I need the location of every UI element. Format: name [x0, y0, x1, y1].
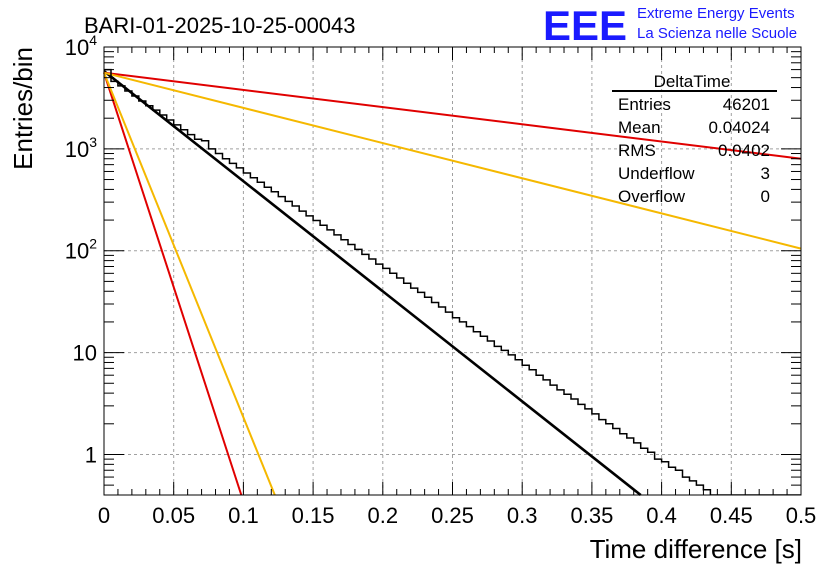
y-tick-base: 10 [65, 239, 89, 264]
y-tick-label: 103 [65, 134, 97, 162]
y-tick-exponent: 4 [89, 32, 97, 48]
stats-label: RMS [618, 141, 656, 160]
stats-title: DeltaTime [654, 72, 731, 91]
curve-orange-slow [103, 71, 802, 250]
x-tick-label: 0 [98, 503, 110, 528]
stats-rows: Entries 46201 Mean 0.04024 RMS 0.0402 Underflo… [618, 95, 770, 206]
eee-logo: EEE [543, 2, 627, 49]
logo-subtitle-1: Extreme Energy Events [637, 5, 795, 22]
x-tick-label: 0.05 [152, 503, 195, 528]
y-axis-label: Entries/bin [8, 47, 38, 170]
x-tick-label: 0.45 [710, 503, 753, 528]
x-tick-label: 0.2 [368, 503, 399, 528]
logo-subtitle-2: La Scienza nelle Scuole [637, 25, 797, 42]
y-tick-label: 102 [65, 236, 97, 264]
x-tick-label: 0.1 [228, 503, 259, 528]
y-tick-exponent: 3 [89, 134, 97, 150]
x-tick-labels: 0 0.05 0.1 0.15 0.2 0.25 0.3 0.35 0.4 0.45 0.5 [98, 503, 816, 528]
curve-red-slow [103, 71, 802, 160]
stats-value: 0 [761, 187, 770, 206]
x-axis-label: Time difference [s] [590, 534, 802, 564]
x-tick-label: 0.5 [786, 503, 817, 528]
grid-lines [104, 47, 801, 495]
y-tick-label: 10 [73, 341, 97, 366]
curve-red-fast [103, 72, 243, 496]
stats-box: DeltaTime Entries 46201 Mean 0.04024 RMS 0.04… [612, 72, 777, 206]
stats-value: 46201 [723, 95, 770, 114]
y-tick-label: 1 [85, 442, 97, 467]
histogram-outline [104, 68, 801, 495]
model-curves [103, 70, 802, 497]
x-tick-label: 0.35 [570, 503, 613, 528]
stats-value: 0.0402 [718, 141, 770, 160]
stats-value: 0.04024 [709, 118, 770, 137]
x-tick-label: 0.15 [292, 503, 335, 528]
y-tick-label: 104 [65, 32, 97, 60]
x-tick-label: 0.25 [431, 503, 474, 528]
axis-ticks [103, 46, 802, 495]
y-tick-base: 10 [65, 137, 89, 162]
stats-label: Entries [618, 95, 671, 114]
x-tick-label: 0.4 [646, 503, 677, 528]
y-tick-exponent: 2 [89, 236, 97, 252]
curve-orange-fast [103, 72, 276, 496]
stats-label: Overflow [618, 187, 686, 206]
stats-value: 3 [761, 164, 770, 183]
run-title: BARI-01-2025-10-25-00043 [84, 13, 356, 38]
x-tick-label: 0.3 [507, 503, 538, 528]
stats-label: Underflow [618, 164, 695, 183]
histogram [104, 68, 801, 495]
y-tick-base: 10 [65, 35, 89, 60]
curve-fit [103, 70, 642, 497]
stats-label: Mean [618, 118, 661, 137]
